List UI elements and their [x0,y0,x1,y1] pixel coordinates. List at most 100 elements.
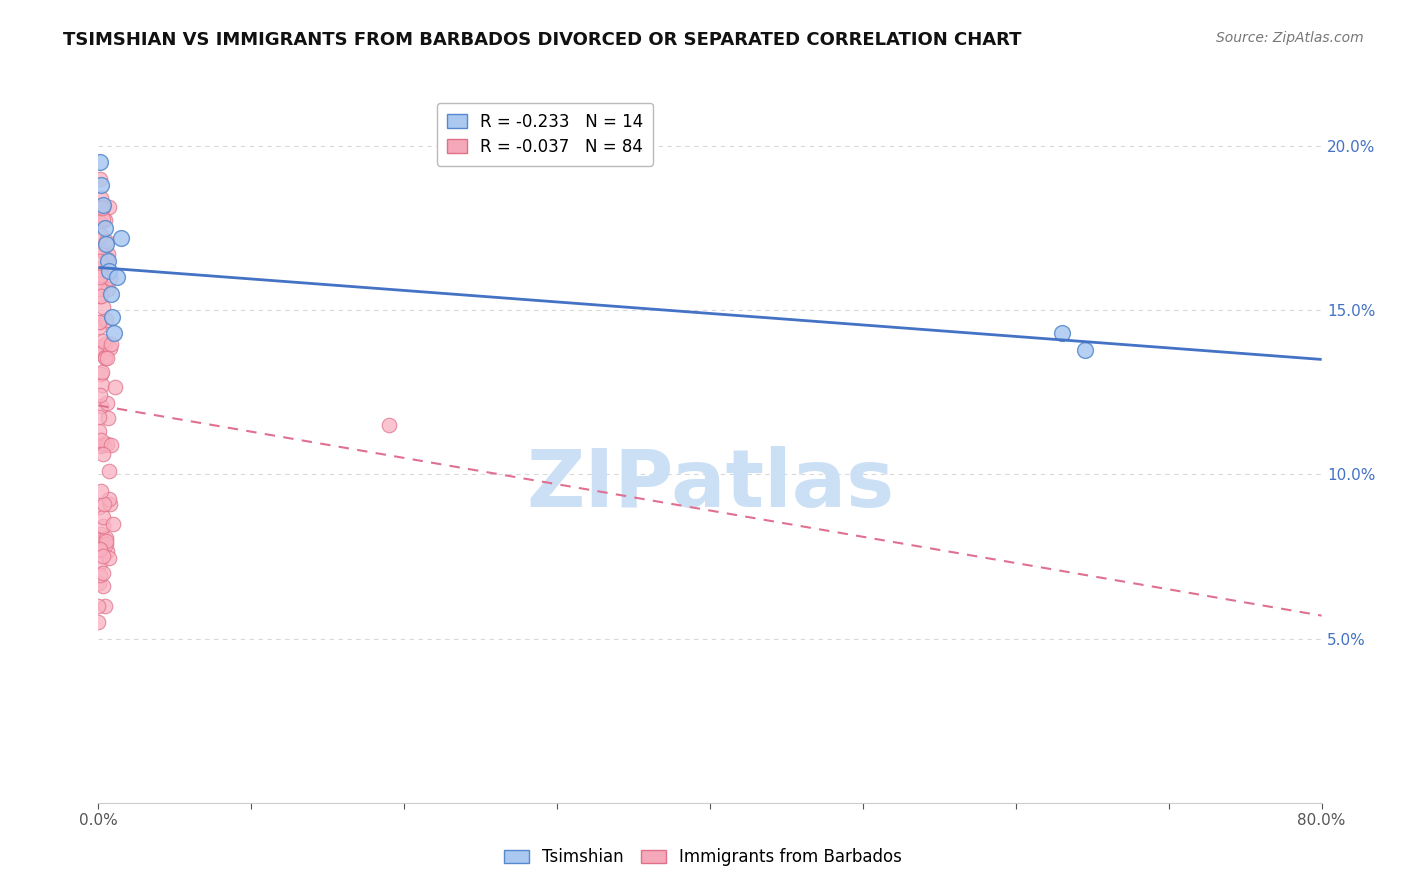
Point [91,447,114,461]
Point [87,409,110,424]
Point [378,418,401,433]
Point [87,315,110,329]
Point [94,350,117,364]
Point [89,320,111,334]
Point [100,336,122,351]
Point [96,436,118,450]
Legend: R = -0.233   N = 14, R = -0.037   N = 84: R = -0.233 N = 14, R = -0.037 N = 84 [437,103,654,166]
Point [90,484,112,499]
Point [91,300,114,314]
Point [96,252,118,266]
Point [90,178,112,193]
Point [98,264,121,278]
Point [1073,343,1095,357]
Point [89,262,111,277]
Point [93,497,115,511]
Point [89,253,111,268]
Point [89,200,111,214]
Point [87,599,110,613]
Point [97,411,120,425]
Point [90,277,112,291]
Point [96,396,118,410]
Point [98,498,121,512]
Point [89,270,111,285]
Point [87,533,110,548]
Point [89,315,111,329]
Point [104,380,127,394]
Point [97,282,120,296]
Point [94,337,117,351]
Point [103,326,125,340]
Point [89,543,111,558]
Point [89,439,111,453]
Point [89,340,111,354]
Point [97,492,120,507]
Point [90,268,112,282]
Point [89,282,111,296]
Point [97,247,120,261]
Point [87,615,110,630]
Point [101,310,124,324]
Point [89,244,111,258]
Point [94,234,117,248]
Text: ZIPatlas: ZIPatlas [526,446,894,524]
Point [103,516,125,531]
Point [98,551,121,566]
Point [89,388,111,402]
Point [96,351,118,365]
Point [100,438,122,452]
Point [90,191,112,205]
Point [97,253,120,268]
Point [89,542,111,557]
Point [90,289,112,303]
Point [93,351,115,366]
Point [91,201,114,215]
Point [91,201,114,215]
Point [90,367,112,381]
Point [93,599,115,613]
Point [91,334,114,348]
Point [93,221,115,235]
Point [91,579,114,593]
Point [110,231,132,245]
Point [89,424,111,438]
Point [94,213,117,227]
Text: Source: ZipAtlas.com: Source: ZipAtlas.com [1216,31,1364,45]
Point [89,288,111,302]
Point [98,342,121,356]
Point [89,557,111,571]
Point [96,544,118,558]
Point [89,242,111,256]
Point [96,534,118,549]
Point [100,286,122,301]
Point [91,211,114,226]
Point [91,549,114,564]
Point [105,270,128,285]
Point [89,155,111,169]
Point [91,519,114,533]
Point [91,566,114,580]
Point [91,365,114,379]
Point [93,438,115,452]
Point [89,568,111,582]
Point [89,346,111,360]
Point [87,500,110,514]
Point [90,227,112,242]
Point [98,200,121,214]
Point [90,399,112,413]
Point [91,378,114,392]
Point [93,509,115,524]
Point [90,534,112,549]
Point [1050,326,1073,340]
Point [96,532,118,546]
Point [94,537,117,551]
Point [90,527,112,541]
Point [91,198,114,212]
Point [89,171,111,186]
Point [94,313,117,327]
Point [89,215,111,229]
Point [89,576,111,591]
Point [90,434,112,448]
Point [98,271,121,285]
Legend: Tsimshian, Immigrants from Barbados: Tsimshian, Immigrants from Barbados [498,842,908,873]
